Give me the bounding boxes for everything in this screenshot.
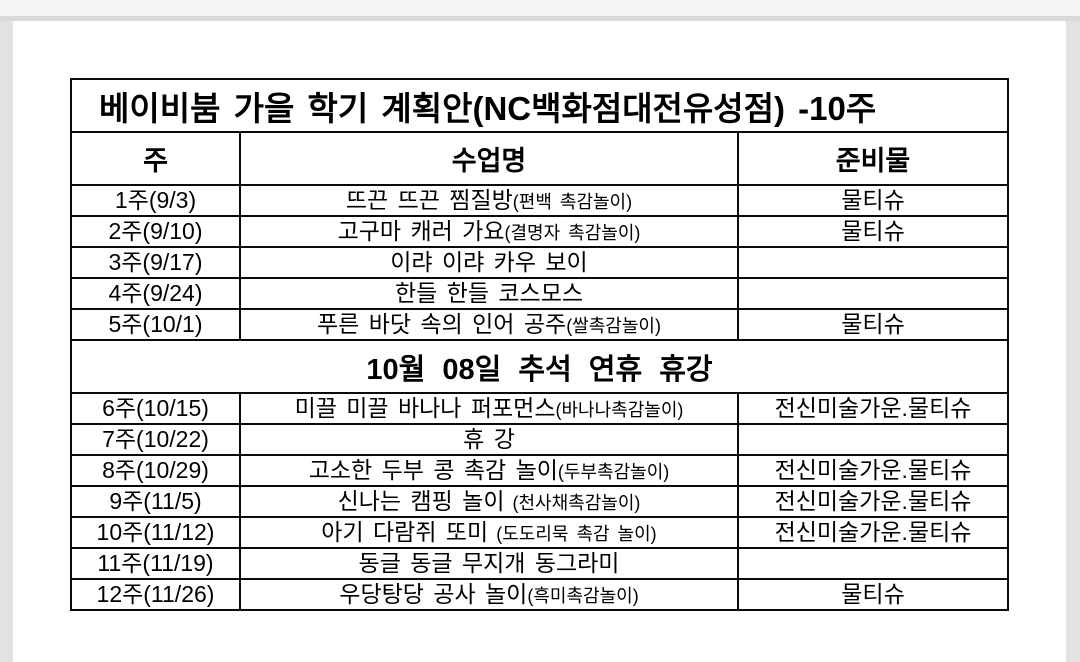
course-cell: 뜨끈 뜨끈 찜질방(편백 촉감놀이): [239, 184, 739, 217]
materials-cell: 전신미술가운.물티슈: [736, 454, 1010, 487]
header-row: 주 수업명 준비물: [70, 131, 1010, 186]
materials-cell: 전신미술가운.물티슈: [736, 392, 1010, 425]
week-cell: 12주(11/26): [70, 578, 241, 611]
header-course: 수업명: [239, 131, 739, 186]
week-cell: 10주(11/12): [70, 516, 241, 549]
course-name: 뜨끈 뜨끈 찜질방: [345, 187, 513, 213]
title-row: 베이비붐 가을 학기 계획안(NC백화점대전유성점) -10주: [69, 78, 1010, 133]
course-name: 이랴 이랴 카우 보이: [390, 249, 588, 275]
week-cell: 1주(9/3): [70, 184, 241, 217]
course-subtitle: (도도리묵 촉감 놀이): [488, 524, 657, 544]
week-cell: 5주(10/1): [70, 308, 241, 341]
table-row: 8주(10/29) 고소한 두부 콩 촉감 놀이(두부촉감놀이) 전신미술가운.…: [70, 454, 1010, 487]
course-cell: 신나는 캠핑 놀이 (천사채촉감놀이): [239, 485, 739, 518]
course-cell: 한들 한들 코스모스: [239, 277, 739, 310]
semester-plan-table: 베이비붐 가을 학기 계획안(NC백화점대전유성점) -10주 주 수업명 준비…: [69, 78, 1010, 611]
course-name: 한들 한들 코스모스: [394, 280, 584, 306]
course-cell: 미끌 미끌 바나나 퍼포먼스(바나나촉감놀이): [239, 392, 739, 425]
course-cell: 고구마 캐러 가요(결명자 촉감놀이): [239, 215, 739, 248]
header-week: 주: [70, 131, 241, 186]
materials-cell: 물티슈: [736, 308, 1010, 341]
course-subtitle: (결명자 촉감놀이): [504, 223, 641, 243]
course-name: 신나는 캠핑 놀이: [337, 488, 505, 514]
materials-cell: 물티슈: [736, 215, 1010, 248]
viewer-divider-band: [0, 16, 1080, 21]
course-cell: 휴 강: [239, 423, 739, 456]
materials-cell: [736, 547, 1010, 580]
week-cell: 2주(9/10): [70, 215, 241, 248]
course-cell: 우당탕당 공사 놀이(흑미촉감놀이): [239, 578, 739, 611]
course-subtitle: (천사채촉감놀이): [504, 493, 641, 513]
course-name: 휴 강: [463, 426, 515, 452]
holiday-notice: 10월 08일 추석 연휴 휴강: [69, 339, 1010, 394]
table-row: 3주(9/17) 이랴 이랴 카우 보이: [70, 246, 1010, 279]
table-row: 1주(9/3) 뜨끈 뜨끈 찜질방(편백 촉감놀이) 물티슈: [70, 184, 1010, 217]
course-cell: 고소한 두부 콩 촉감 놀이(두부촉감놀이): [239, 454, 739, 487]
week-cell: 6주(10/15): [70, 392, 241, 425]
table-row: 7주(10/22) 휴 강: [70, 423, 1010, 456]
page-title: 베이비붐 가을 학기 계획안(NC백화점대전유성점) -10주: [69, 78, 1010, 133]
page-right-gutter: [1065, 21, 1080, 662]
course-cell: 이랴 이랴 카우 보이: [239, 246, 739, 279]
materials-cell: [736, 277, 1010, 310]
materials-cell: 전신미술가운.물티슈: [736, 485, 1010, 518]
course-cell: 푸른 바닷 속의 인어 공주(쌀촉감놀이): [239, 308, 739, 341]
document-page: 베이비붐 가을 학기 계획안(NC백화점대전유성점) -10주 주 수업명 준비…: [13, 21, 1066, 662]
table-row: 6주(10/15) 미끌 미끌 바나나 퍼포먼스(바나나촉감놀이) 전신미술가운…: [70, 392, 1010, 425]
week-cell: 4주(9/24): [70, 277, 241, 310]
materials-cell: 전신미술가운.물티슈: [736, 516, 1010, 549]
viewer-top-bar: [0, 0, 1080, 16]
course-name: 푸른 바닷 속의 인어 공주: [317, 311, 567, 337]
course-subtitle: (쌀촉감놀이): [566, 316, 661, 336]
course-name: 고구마 캐러 가요: [337, 218, 505, 244]
table-row: 11주(11/19) 동글 동글 무지개 동그라미: [70, 547, 1010, 580]
table-row: 2주(9/10) 고구마 캐러 가요(결명자 촉감놀이) 물티슈: [70, 215, 1010, 248]
holiday-notice-row: 10월 08일 추석 연휴 휴강: [69, 339, 1010, 394]
materials-cell: 물티슈: [736, 184, 1010, 217]
course-subtitle: (흑미촉감놀이): [527, 586, 639, 606]
course-subtitle: (편백 촉감놀이): [512, 192, 633, 212]
week-cell: 8주(10/29): [70, 454, 241, 487]
page-left-gutter: [0, 21, 13, 662]
header-materials: 준비물: [736, 131, 1010, 186]
materials-cell: [736, 423, 1010, 456]
course-name: 우당탕당 공사 놀이: [339, 581, 528, 607]
course-name: 고소한 두부 콩 촉감 놀이: [308, 457, 558, 483]
course-cell: 동글 동글 무지개 동그라미: [239, 547, 739, 580]
week-cell: 3주(9/17): [70, 246, 241, 279]
table-row: 9주(11/5) 신나는 캠핑 놀이 (천사채촉감놀이) 전신미술가운.물티슈: [70, 485, 1010, 518]
week-cell: 7주(10/22): [70, 423, 241, 456]
materials-cell: 물티슈: [736, 578, 1010, 611]
course-name: 아기 다람쥐 또미: [321, 519, 489, 545]
table-row: 10주(11/12) 아기 다람쥐 또미 (도도리묵 촉감 놀이) 전신미술가운…: [70, 516, 1010, 549]
table-row: 5주(10/1) 푸른 바닷 속의 인어 공주(쌀촉감놀이) 물티슈: [70, 308, 1010, 341]
course-subtitle: (바나나촉감놀이): [555, 400, 684, 420]
course-name: 동글 동글 무지개 동그라미: [358, 550, 620, 576]
week-cell: 9주(11/5): [70, 485, 241, 518]
course-name: 미끌 미끌 바나나 퍼포먼스: [294, 395, 556, 421]
table-row: 12주(11/26) 우당탕당 공사 놀이(흑미촉감놀이) 물티슈: [70, 578, 1010, 611]
week-cell: 11주(11/19): [70, 547, 241, 580]
table-row: 4주(9/24) 한들 한들 코스모스: [70, 277, 1010, 310]
course-cell: 아기 다람쥐 또미 (도도리묵 촉감 놀이): [239, 516, 739, 549]
course-subtitle: (두부촉감놀이): [557, 462, 670, 482]
materials-cell: [736, 246, 1010, 279]
